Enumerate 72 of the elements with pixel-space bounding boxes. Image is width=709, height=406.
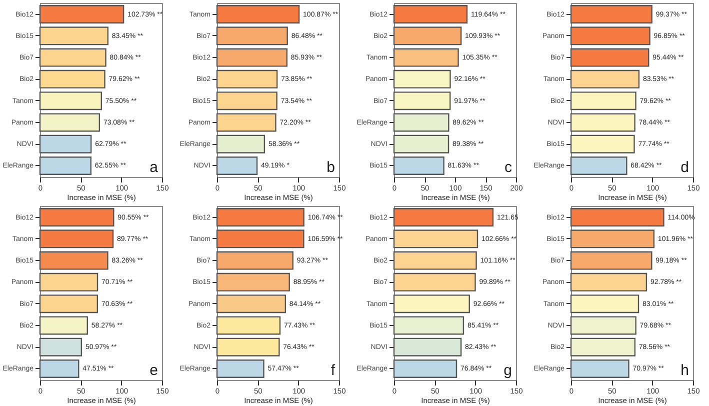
bar — [216, 230, 304, 248]
bar — [39, 338, 82, 356]
annotation: f — [330, 362, 336, 379]
bar — [216, 338, 280, 356]
bar — [393, 294, 470, 314]
bar — [393, 338, 462, 356]
bar — [570, 92, 636, 110]
bar — [393, 92, 451, 110]
bar — [39, 208, 114, 227]
bar — [216, 156, 258, 176]
bar — [393, 4, 468, 24]
bar — [570, 338, 636, 356]
annotation: g — [504, 362, 512, 379]
bar — [570, 208, 664, 227]
bar — [39, 48, 106, 67]
bar — [39, 70, 106, 88]
bar — [393, 70, 451, 88]
annotation: e — [150, 362, 158, 379]
bar — [570, 113, 636, 132]
bar — [393, 156, 444, 176]
bar — [39, 156, 92, 176]
bar — [216, 294, 286, 314]
bar — [393, 26, 462, 46]
bar — [216, 26, 288, 46]
bar — [216, 316, 281, 335]
bar — [216, 113, 276, 132]
bar — [39, 251, 108, 270]
bar — [216, 48, 288, 67]
bar — [393, 48, 459, 67]
bar — [393, 113, 450, 132]
bar — [39, 4, 124, 24]
annotation: h — [680, 362, 689, 379]
bar — [39, 294, 98, 314]
bar — [570, 4, 652, 24]
bar — [570, 251, 652, 270]
bar — [570, 316, 636, 335]
bar — [216, 272, 290, 292]
bar — [393, 359, 458, 378]
bar — [216, 70, 278, 88]
bar — [39, 26, 108, 46]
bar — [570, 359, 630, 378]
bar — [39, 134, 92, 154]
bar — [216, 92, 278, 110]
bar — [570, 134, 635, 154]
bar — [570, 156, 628, 176]
bar — [570, 70, 640, 88]
bar — [39, 113, 100, 132]
bar — [393, 316, 464, 335]
annotation: c — [504, 159, 512, 176]
bar — [39, 230, 114, 248]
bar — [570, 48, 650, 67]
bar — [216, 4, 300, 24]
bar — [570, 230, 655, 248]
annotation: b — [326, 159, 335, 176]
annotation: d — [680, 159, 689, 176]
bar — [393, 251, 477, 270]
annotation: a — [150, 159, 159, 176]
bar — [393, 230, 478, 248]
bar — [39, 272, 98, 292]
bar — [570, 26, 650, 46]
bar — [393, 272, 476, 292]
bar — [570, 294, 640, 314]
bar — [39, 359, 80, 378]
bar — [216, 134, 266, 154]
bar — [39, 92, 102, 110]
bar — [570, 272, 648, 292]
bar — [393, 208, 494, 227]
bar — [216, 208, 304, 227]
bar — [216, 251, 294, 270]
bar — [39, 316, 88, 335]
bar — [393, 134, 450, 154]
bar — [216, 359, 264, 378]
